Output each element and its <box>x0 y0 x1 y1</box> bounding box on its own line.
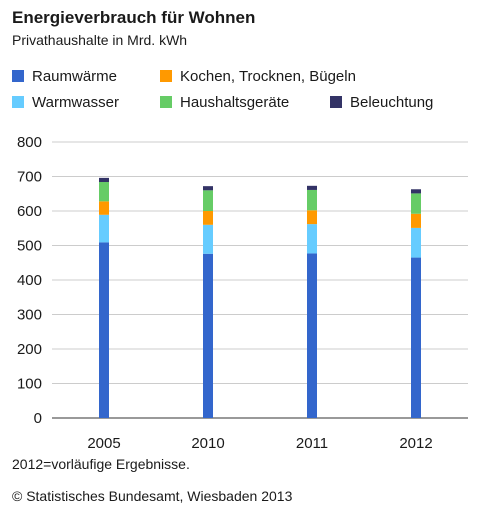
x-tick-label: 2012 <box>399 435 432 452</box>
chart-title: Energieverbrauch für Wohnen <box>12 8 256 27</box>
legend-item-haushaltsgeraete: Haushaltsgeräte <box>160 92 289 112</box>
bar-segment <box>203 190 213 211</box>
legend-swatch <box>330 96 342 108</box>
source-credit: © Statistisches Bundesamt, Wiesbaden 201… <box>12 488 293 504</box>
legend-item-beleuchtung: Beleuchtung <box>330 92 433 112</box>
legend-swatch <box>160 96 172 108</box>
bar-segment <box>99 242 109 418</box>
bar-segment <box>411 257 421 418</box>
legend-label: Kochen, Trocknen, Bügeln <box>180 67 356 85</box>
y-tick-label: 400 <box>17 272 42 289</box>
y-tick-label: 300 <box>17 307 42 324</box>
legend-swatch <box>12 96 24 108</box>
bar-segment <box>203 224 213 254</box>
bar-segment <box>99 177 109 183</box>
bar-segment <box>307 210 317 225</box>
y-axis-ticks: 0 100 200 300 400 500 600 700 800 <box>17 134 42 427</box>
legend-label: Raumwärme <box>32 67 118 85</box>
legend-label: Warmwasser <box>32 93 119 111</box>
legend-item-warmwasser: Warmwasser <box>12 92 119 112</box>
footnote: 2012=vorläufige Ergebnisse. <box>12 456 190 472</box>
grid-lines <box>52 141 468 419</box>
x-tick-label: 2005 <box>87 435 120 452</box>
x-tick-label: 2011 <box>296 435 328 452</box>
y-tick-label: 500 <box>17 238 42 255</box>
bar-segment <box>411 227 421 258</box>
bar-segment <box>99 214 109 243</box>
x-tick-label: 2010 <box>191 435 224 452</box>
legend-swatch <box>12 70 24 82</box>
bar-segment <box>99 201 109 215</box>
bar-segment <box>411 193 421 214</box>
bar-stacks <box>99 177 421 418</box>
legend-item-kochen: Kochen, Trocknen, Bügeln <box>160 66 356 86</box>
bar-segment <box>99 182 109 202</box>
x-axis-ticks: 2005 2010 2011 2012 <box>87 435 432 452</box>
bar-segment <box>307 224 317 254</box>
y-tick-label: 100 <box>17 376 42 393</box>
bar-segment <box>307 185 317 190</box>
bar-segment <box>203 186 213 191</box>
bar-segment <box>203 253 213 418</box>
chart-legend: Raumwärme Kochen, Trocknen, Bügeln Warmw… <box>12 66 472 112</box>
y-tick-label: 0 <box>34 410 42 427</box>
y-tick-label: 800 <box>17 134 42 151</box>
bar-segment <box>411 189 421 194</box>
y-tick-label: 700 <box>17 169 42 186</box>
bar-segment <box>411 213 421 228</box>
chart-subtitle: Privathaushalte in Mrd. kWh <box>12 32 188 48</box>
bar-segment <box>203 211 213 225</box>
y-tick-label: 200 <box>17 341 42 358</box>
bar-segment <box>307 189 317 211</box>
bar-segment <box>307 253 317 418</box>
legend-label: Beleuchtung <box>350 93 434 111</box>
legend-item-raumwaerme: Raumwärme <box>12 66 117 86</box>
y-tick-label: 600 <box>17 203 42 220</box>
legend-swatch <box>160 70 172 82</box>
legend-label: Haushaltsgeräte <box>180 93 290 111</box>
